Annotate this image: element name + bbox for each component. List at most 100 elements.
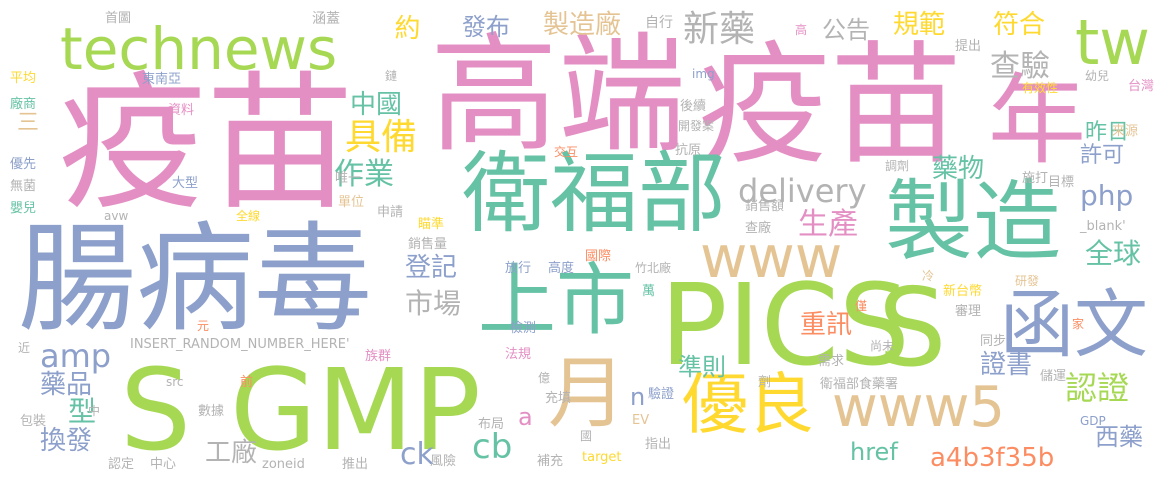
word-jiaohu: 交互 — [554, 145, 579, 159]
word-zuori: 昨日 — [1085, 120, 1130, 145]
word-chuyun: 儲運 — [1040, 369, 1067, 384]
word-taiwan: 台灣 — [1128, 79, 1155, 94]
word-leng: 冷 — [922, 269, 935, 283]
word-yaopin: 藥品 — [40, 370, 93, 400]
word-fengxian: 風險 — [430, 454, 457, 469]
word-www: www — [700, 223, 843, 291]
word-chachang: 查廠 — [745, 221, 772, 236]
word-qian: 前 — [240, 375, 254, 390]
word-shenli: 審理 — [955, 304, 982, 319]
word-tiaoji: 調劑 — [885, 159, 910, 173]
word-youer: 幼兒 — [1085, 69, 1110, 83]
word-zhong: 中 — [88, 404, 101, 418]
word-changbingdu: 腸病毒 — [18, 210, 373, 348]
word-xiaoshoue: 銷售額 — [745, 199, 785, 214]
word-avw: avw — [104, 209, 129, 223]
word-zhunze: 準則 — [678, 353, 726, 381]
word-gaoduan: 高端 — [430, 21, 687, 170]
word-laiyuan: 來源 — [1112, 124, 1139, 139]
word-yanfa: 研發 — [1015, 274, 1040, 288]
word-buju: 布局 — [478, 417, 505, 432]
word-zixing: 自行 — [645, 15, 673, 31]
word-youliang: 優良 — [682, 366, 814, 443]
word-yanzheng: 驗證 — [648, 387, 675, 402]
word-n: n — [630, 383, 646, 411]
word-hangai: 涵蓋 — [312, 11, 340, 27]
word-xintaibi: 新台幣 — [943, 284, 983, 299]
word-hash: a4b3f35b — [930, 443, 1055, 473]
word-yue-2: 約 — [390, 14, 420, 40]
word-zoneid: zoneid — [262, 457, 305, 472]
word-renzheng: 認證 — [1065, 369, 1130, 407]
word-shangwei: 尚未 — [870, 339, 895, 353]
word-tongbu: 同步 — [980, 334, 1007, 349]
word-shengchan: 生產 — [798, 207, 858, 242]
word-lian: 鏈 — [385, 69, 398, 83]
word-quanqiu: 全球 — [1085, 237, 1142, 270]
word-tuichu: 推出 — [342, 457, 369, 472]
word-chongtian: 充填 — [545, 391, 572, 406]
word-target: target — [582, 450, 622, 465]
word-zhubeichang: 竹北廠 — [635, 261, 672, 275]
word-s-1: S — [120, 346, 192, 476]
word-yue: 月 — [548, 349, 627, 439]
word-gongchang: 工廠 — [205, 438, 258, 468]
word-s-2: S — [878, 266, 947, 391]
word-fuhe: 符合 — [993, 10, 1046, 40]
word-zuoye: 作業 — [334, 157, 394, 192]
word-fagui: 法規 — [505, 347, 532, 362]
word-tichu: 提出 — [955, 39, 982, 54]
word-gdp: GDP — [1080, 414, 1106, 428]
word-pics: PICS — [660, 261, 910, 391]
word-jin: 僅 — [855, 299, 868, 313]
word-youxiaoxing: 有效性 — [1022, 81, 1059, 95]
word-yinger: 嬰兒 — [10, 201, 37, 216]
word-gaodu: 高度 — [548, 261, 575, 276]
word-juzhen: 具備 — [345, 117, 418, 158]
word-danwei: 單位 — [338, 195, 365, 210]
word-xiaoshouliang: 銷售量 — [408, 237, 448, 252]
word-weifubushiyao: 衛福部食藥署 — [820, 377, 899, 392]
word-chayan: 查驗 — [990, 49, 1050, 84]
word-weifubu: 衛福部 — [462, 142, 727, 245]
word-xuke: 許可 — [1080, 143, 1125, 168]
word-dongnanya: 東南亞 — [142, 72, 182, 87]
word-houxu: 後續 — [680, 99, 707, 114]
word-src: src — [166, 375, 184, 389]
word-tw: tw — [1075, 6, 1151, 79]
word-dayin: 大型 — [172, 176, 199, 191]
word-san: 三 — [13, 110, 38, 132]
word-php: php — [1080, 179, 1134, 212]
word-baozhuang: 包裝 — [20, 414, 47, 429]
word-ev: EV — [632, 413, 650, 428]
word-yimiao-2: 疫苗 — [698, 29, 962, 183]
word-hanwen: 函文 — [1000, 282, 1148, 368]
word-kaifaan: 開發案 — [678, 119, 715, 133]
word-blank: _blank' — [1080, 219, 1126, 234]
word-youxian: 優先 — [10, 157, 37, 172]
word-jia: 家 — [1072, 317, 1085, 331]
word-insert: INSERT_RANDOM_NUMBER_HERE' — [130, 337, 350, 352]
word-zhichu: 指出 — [645, 437, 672, 452]
word-www5: www5 — [832, 375, 1006, 440]
word-huanfa: 換發 — [40, 426, 93, 456]
word-shoutu: 首圖 — [105, 11, 132, 26]
word-wujun: 無菌 — [10, 179, 37, 194]
word-href: href — [850, 438, 898, 466]
word-xing: 型 — [68, 395, 97, 428]
word-fangxing: 放行 — [505, 261, 532, 276]
word-dengji: 登記 — [405, 253, 458, 283]
word-jin-2: 近 — [18, 341, 31, 355]
word-weiyi: 唯一 — [335, 171, 362, 186]
word-guoji: 國際 — [585, 249, 612, 264]
word-zhongguo: 中國 — [350, 90, 403, 120]
word-xinyao: 新藥 — [683, 9, 756, 50]
word-buchong: 補充 — [537, 454, 564, 469]
word-rending: 認定 — [108, 457, 135, 472]
word-shuju: 數據 — [198, 404, 225, 419]
word-gonggao: 公告 — [822, 16, 870, 44]
word-gao: 高 — [795, 23, 808, 37]
word-shangshi: 上市 — [478, 256, 635, 346]
word-zuqun: 族群 — [365, 349, 392, 364]
